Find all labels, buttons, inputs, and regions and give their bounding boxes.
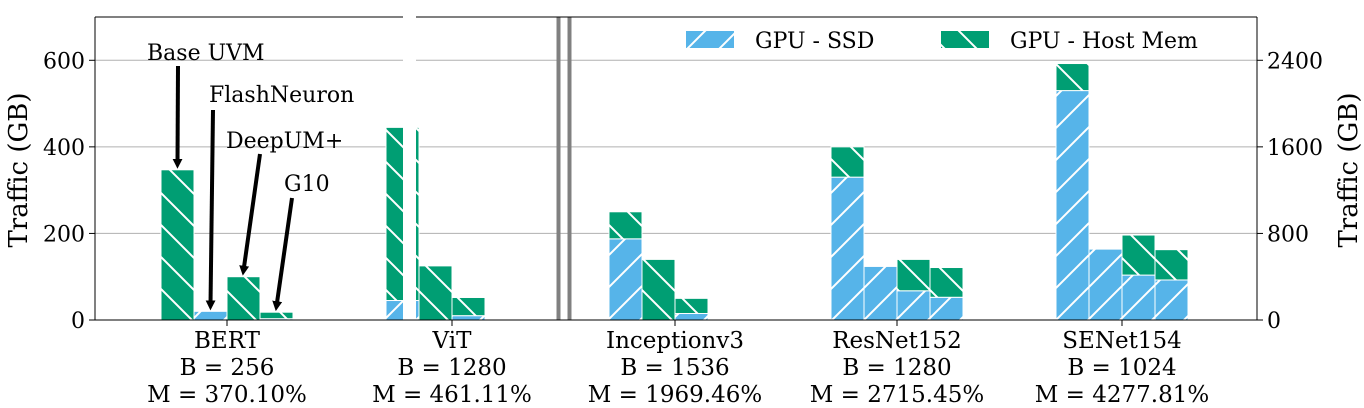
bar-host <box>1121 234 1156 276</box>
group-name-label: BERT <box>194 328 261 354</box>
annotation-label: DeepUM+ <box>226 129 343 154</box>
bar-host <box>226 276 261 321</box>
batch-size-label: B = 1280 <box>397 355 506 381</box>
memory-label: M = 461.11% <box>372 382 532 408</box>
bar-host <box>674 297 709 315</box>
y-tick-label-left: 0 <box>71 309 85 334</box>
y-tick-label-left: 400 <box>43 136 85 161</box>
legend-label-host: GPU - Host Mem <box>1010 29 1198 54</box>
axis-labels: Traffic (GB) Traffic (GB) <box>4 92 1364 247</box>
y-tick-label-left: 200 <box>43 222 85 247</box>
annotation-label: Base UVM <box>147 41 265 66</box>
y-axis-label-right: Traffic (GB) <box>1334 92 1364 247</box>
legend-swatch-host <box>941 31 989 48</box>
annotations: Base UVM FlashNeuron DeepUM+ G10 <box>147 41 354 312</box>
annotation-label: FlashNeuron <box>209 83 354 108</box>
group-name-label: ResNet152 <box>832 328 962 354</box>
annotation-arrow <box>239 153 262 276</box>
annotation-arrow <box>172 65 183 169</box>
plot-frame <box>94 0 1258 326</box>
bar-host <box>1154 249 1189 281</box>
annotation-arrow <box>272 197 294 312</box>
bar-host <box>641 258 676 321</box>
bar-host <box>418 265 453 321</box>
y-tick-label-right: 2400 <box>1267 49 1323 74</box>
legend-swatch-ssd <box>686 31 734 48</box>
bar-ssd <box>674 313 709 321</box>
y-tick-label-right: 0 <box>1267 309 1281 334</box>
axis-break-gap <box>403 0 416 326</box>
group-name-label: SENet154 <box>1062 328 1181 354</box>
bar-ssd <box>608 238 643 321</box>
y-tick-label-left: 600 <box>43 49 85 74</box>
bar-ssd <box>929 296 964 321</box>
memory-label: M = 1969.46% <box>588 382 762 408</box>
y-tick-label-right: 1600 <box>1267 136 1323 161</box>
annotation-label: G10 <box>284 172 330 197</box>
group-name-label: ViT <box>432 328 473 354</box>
bar-ssd <box>863 265 898 321</box>
bar-ssd <box>1055 90 1090 321</box>
batch-size-label: B = 1024 <box>1067 355 1176 381</box>
bar-host <box>451 296 486 317</box>
bar-ssd <box>193 310 228 321</box>
y-tick-label-right: 800 <box>1267 222 1309 247</box>
bar-host <box>929 267 964 298</box>
memory-label: M = 2715.45% <box>810 382 984 408</box>
bar-ssd <box>1154 279 1189 321</box>
annotation-arrow <box>205 109 216 311</box>
y-axis-label-left: Traffic (GB) <box>4 92 34 247</box>
batch-size-label: B = 1280 <box>842 355 951 381</box>
bar-ssd <box>451 315 486 321</box>
bar-ssd <box>896 290 931 321</box>
bar-host <box>1055 63 1090 92</box>
batch-size-label: B = 256 <box>180 355 275 381</box>
legend: GPU - SSD GPU - Host Mem <box>686 29 1198 54</box>
memory-label: M = 370.10% <box>147 382 307 408</box>
group-name-label: Inceptionv3 <box>606 328 744 354</box>
bar-host <box>830 146 865 178</box>
bar-host <box>160 169 195 321</box>
bar-host <box>608 211 643 240</box>
bar-ssd <box>830 176 865 321</box>
bar-ssd <box>1121 274 1156 321</box>
bar-ssd <box>1088 248 1123 321</box>
batch-size-label: B = 1536 <box>620 355 729 381</box>
legend-label-ssd: GPU - SSD <box>755 29 874 54</box>
bar-host <box>896 258 931 292</box>
memory-label: M = 4277.81% <box>1035 382 1209 408</box>
bar-host <box>259 311 294 320</box>
axis-ticks: 0 200 400 600 0 800 1600 2400 <box>43 49 1323 334</box>
